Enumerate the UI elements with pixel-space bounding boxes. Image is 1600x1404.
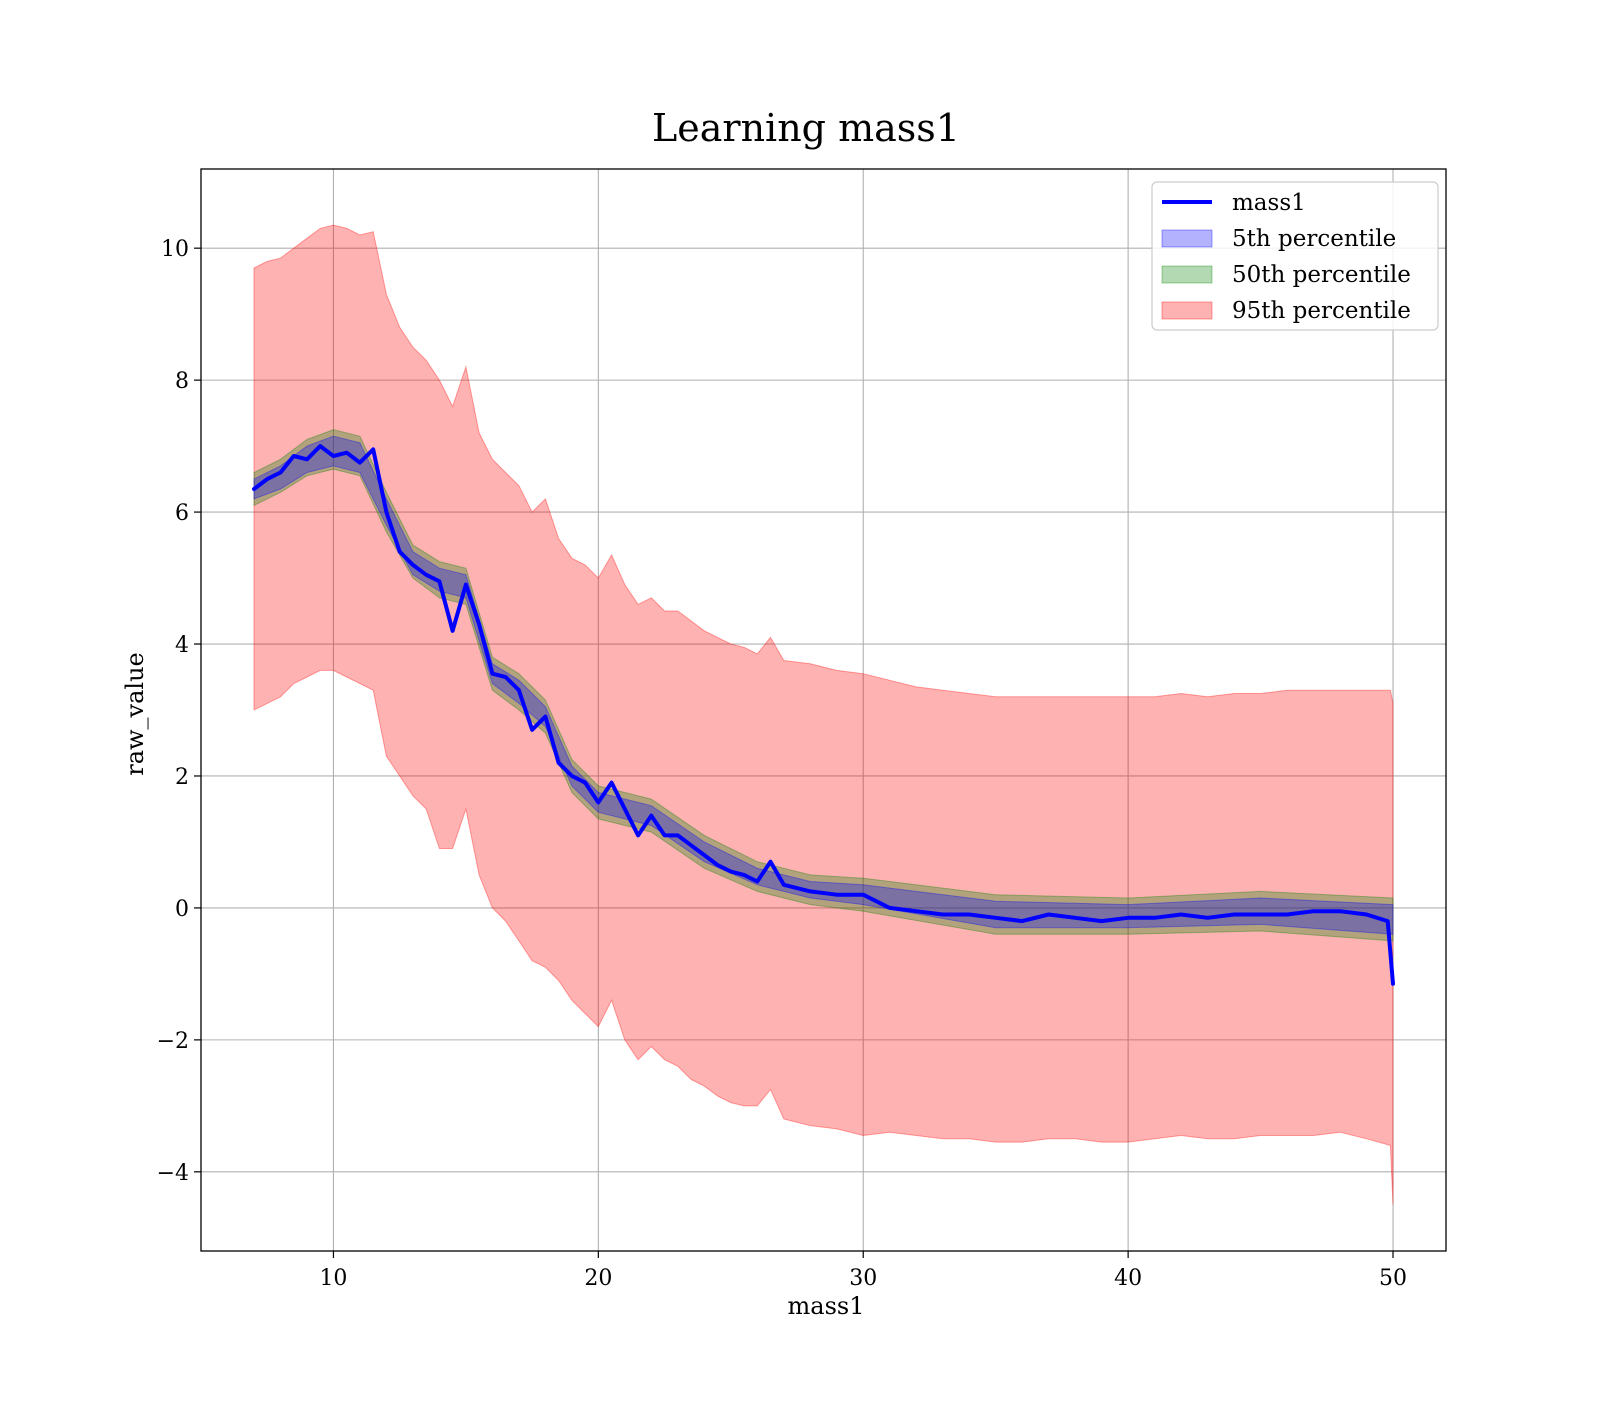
y-tick-label: −4 — [157, 1161, 189, 1186]
chart-title: Learning mass1 — [652, 106, 960, 150]
legend-label-mass1: mass1 — [1232, 190, 1306, 216]
x-tick-label: 30 — [849, 1266, 877, 1291]
percentile-bands — [253, 224, 1394, 1205]
series-lines — [252, 444, 1395, 986]
legend-label-5th-percentile: 5th percentile — [1232, 226, 1396, 252]
y-tick-label: 4 — [175, 633, 189, 658]
x-tick-label: 20 — [584, 1266, 612, 1291]
y-tick-label: 2 — [175, 765, 189, 790]
legend-label-95th-percentile: 95th percentile — [1232, 298, 1411, 324]
x-tick-label: 10 — [319, 1266, 347, 1291]
series-line-mass1 — [252, 444, 1395, 986]
band-50th-percentile — [253, 429, 1394, 942]
y-tick-label: −2 — [157, 1029, 189, 1054]
legend-swatch-95th-percentile — [1161, 301, 1213, 320]
y-tick-label: 6 — [175, 501, 189, 526]
grid-lines — [201, 169, 1446, 1251]
legend-box — [1151, 181, 1439, 331]
y-axis-label: raw_value — [121, 652, 149, 776]
x-tick-label: 40 — [1114, 1266, 1142, 1291]
x-axis-ticks: 10 20 30 40 50 — [319, 1251, 1407, 1291]
band-5th-percentile — [253, 435, 1394, 935]
x-axis-label: mass1 — [788, 1292, 865, 1320]
x-tick-label: 50 — [1379, 1266, 1407, 1291]
y-tick-label: 8 — [175, 369, 189, 394]
legend-swatch-50th-percentile — [1161, 265, 1213, 284]
legend-label-50th-percentile: 50th percentile — [1232, 262, 1411, 288]
plot-frame — [200, 168, 1447, 1252]
y-tick-label: 0 — [175, 897, 189, 922]
band-95th-percentile — [253, 224, 1394, 1205]
legend: mass1 5th percentile 50th percentile 95th p… — [1151, 181, 1439, 331]
y-axis-ticks: −4 −2 0 2 4 6 8 10 — [157, 237, 201, 1186]
legend-items: mass1 5th percentile 50th percentile 95th p… — [1161, 190, 1411, 324]
legend-swatch-5th-percentile — [1161, 229, 1213, 248]
y-tick-label: 10 — [161, 237, 189, 262]
